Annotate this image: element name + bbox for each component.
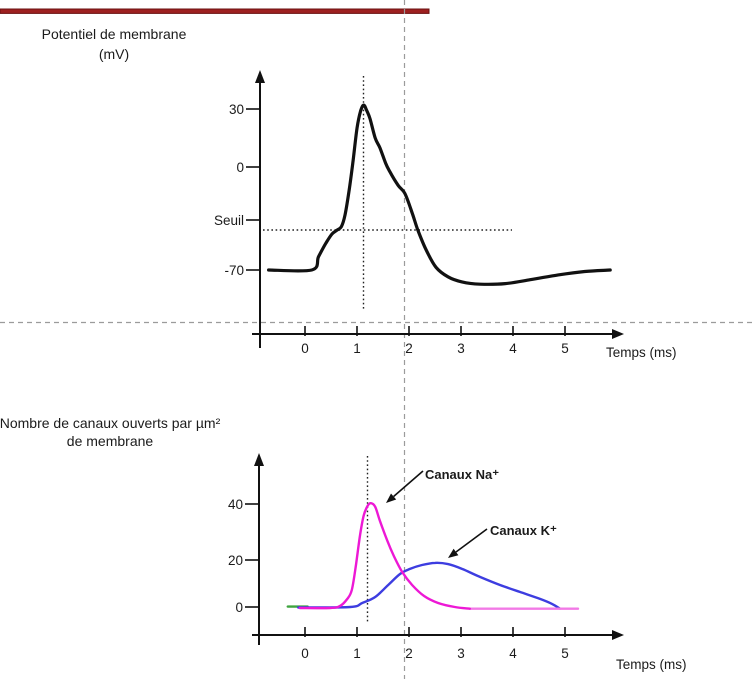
action-potential-curve <box>267 103 612 286</box>
k-channels-label: Canaux K⁺ <box>490 523 557 538</box>
bottom-x-label-5: 5 <box>561 646 569 661</box>
top-x-label-1: 1 <box>353 341 361 356</box>
top-y-label-0: 0 <box>236 160 244 175</box>
na-channels-label: Canaux Na⁺ <box>425 467 499 482</box>
k-label-arrow-line <box>455 528 488 553</box>
na-channels-curve <box>298 501 471 610</box>
bottom-y-axis-arrow-icon <box>254 453 264 466</box>
top-y-label-30: 30 <box>229 102 244 117</box>
top-y-label-minus70: -70 <box>224 263 244 278</box>
bottom-y-label-20: 20 <box>228 553 243 568</box>
na-label-arrow-line <box>393 470 424 498</box>
red-top-rule <box>0 8 430 14</box>
top-y-axis-arrow-icon <box>255 70 265 83</box>
na-label-arrowhead-icon <box>386 493 397 503</box>
top-chart-title-unit: (mV) <box>99 46 129 62</box>
top-chart-title: Potentiel de membrane <box>42 26 187 42</box>
k-channels-curve <box>297 561 561 610</box>
open-channels-chart: Nombre de canaux ouverts par µm² de memb… <box>0 415 687 672</box>
top-x-label-4: 4 <box>509 341 517 356</box>
top-time-axis-label: Temps (ms) <box>606 345 677 360</box>
bottom-chart-title-line1: Nombre de canaux ouverts par µm² <box>0 415 221 431</box>
bottom-x-label-3: 3 <box>457 646 465 661</box>
bottom-x-label-0: 0 <box>301 646 309 661</box>
bottom-time-axis-label: Temps (ms) <box>616 657 687 672</box>
top-x-axis-arrow-icon <box>612 329 624 339</box>
bottom-x-label-2: 2 <box>405 646 413 661</box>
top-x-label-5: 5 <box>561 341 569 356</box>
bottom-y-label-40: 40 <box>228 497 243 512</box>
top-x-label-0: 0 <box>301 341 309 356</box>
bottom-chart-title-line2: de membrane <box>67 433 154 449</box>
membrane-potential-chart: Potentiel de membrane (mV) 30 0 Seuil -7… <box>42 26 677 360</box>
top-x-label-3: 3 <box>457 341 465 356</box>
bottom-y-label-0: 0 <box>235 600 243 615</box>
top-x-label-2: 2 <box>405 341 413 356</box>
bottom-x-label-4: 4 <box>509 646 517 661</box>
bottom-x-label-1: 1 <box>353 646 361 661</box>
top-y-label-seuil: Seuil <box>214 213 244 228</box>
k-label-arrowhead-icon <box>448 548 459 558</box>
bottom-x-axis-arrow-icon <box>612 630 624 640</box>
